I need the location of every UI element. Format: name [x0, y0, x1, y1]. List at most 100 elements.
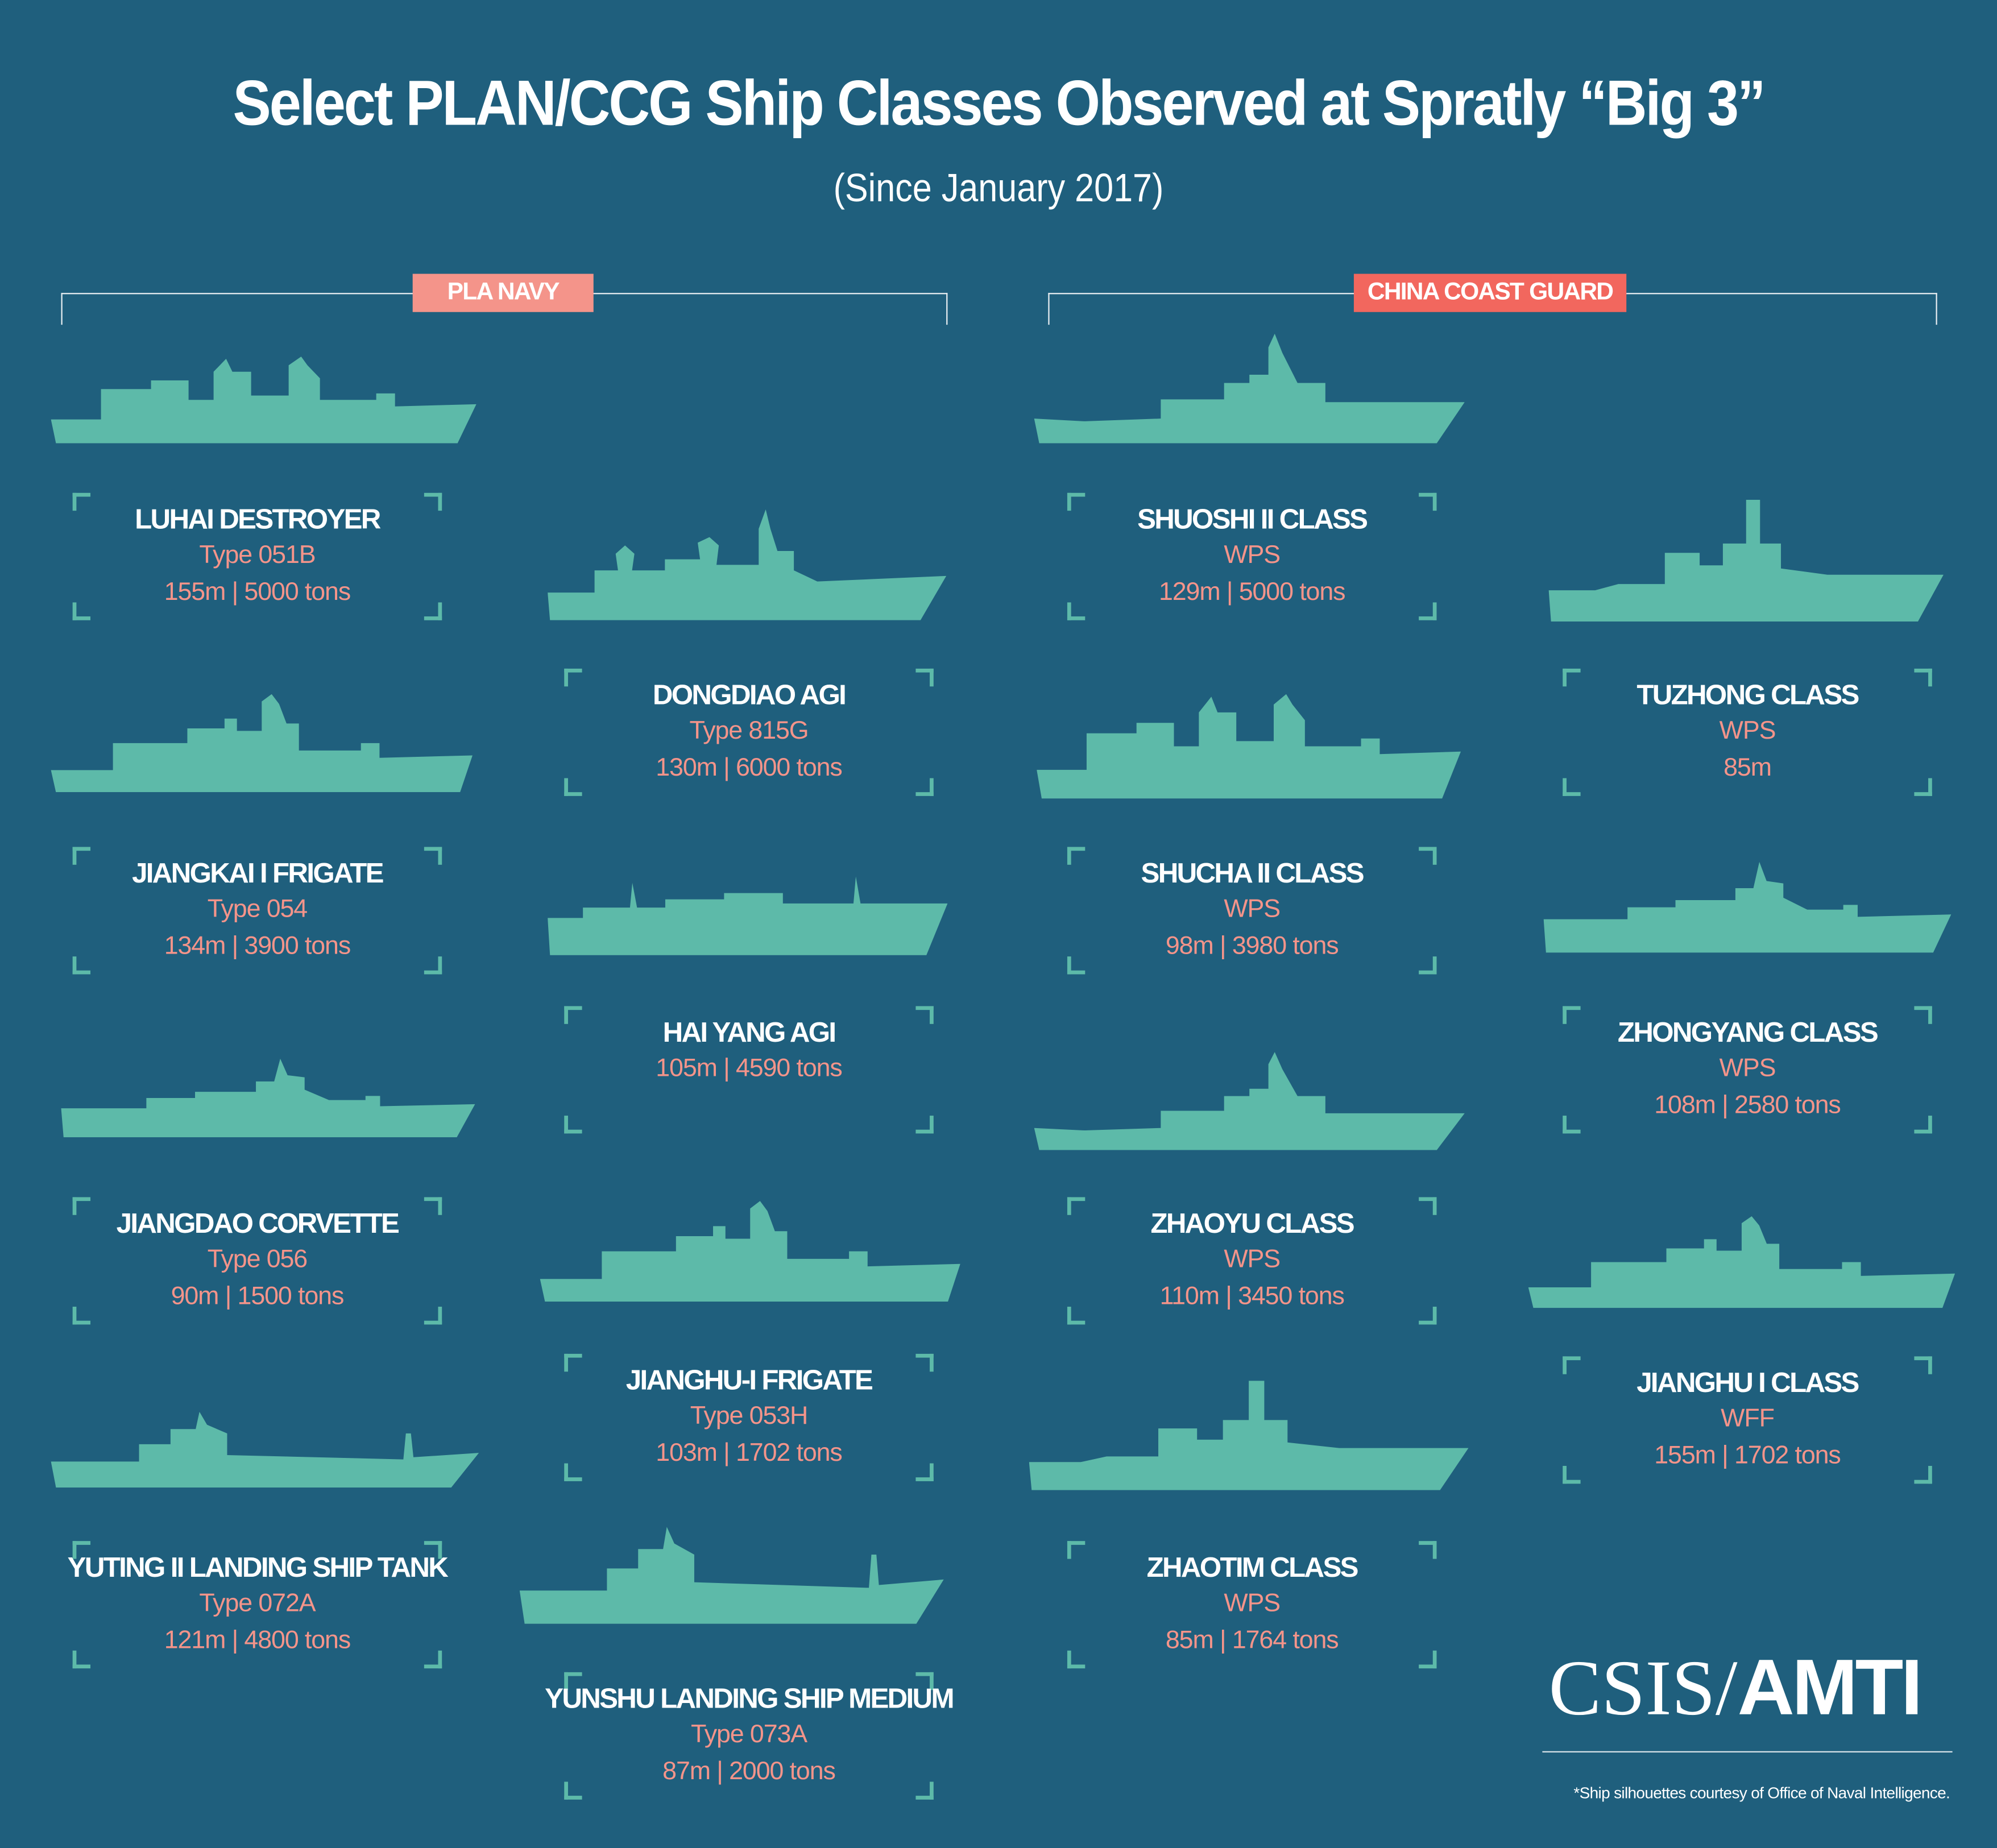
ship-type: WPS	[1719, 1054, 1776, 1083]
corner-bracket-icon	[564, 1353, 582, 1372]
ship-type: WPS	[1224, 1245, 1281, 1274]
ship-hull	[1034, 1052, 1465, 1150]
corner-bracket-icon	[424, 1650, 442, 1669]
corner-bracket-icon	[72, 847, 91, 865]
ship-hull	[548, 509, 947, 620]
corner-bracket-icon	[1067, 492, 1085, 511]
ship-stats: 134m | 3900 tons	[164, 932, 351, 960]
ship-hull	[1548, 500, 1944, 622]
tug-silhouette-icon	[1548, 497, 1944, 622]
corner-bracket-icon	[1563, 1006, 1581, 1024]
ship-type: WPS	[1224, 1589, 1281, 1618]
ship-card: TUZHONG CLASS WPS 85m	[1563, 668, 1932, 796]
corner-bracket-icon	[1419, 956, 1437, 975]
page-title: Select PLAN/CCG Ship Classes Observed at…	[233, 67, 1766, 139]
ship-stats: 98m | 3980 tons	[1165, 932, 1339, 960]
ship-hull	[61, 1058, 475, 1138]
ship-class-name: YUNSHU LANDING SHIP MEDIUM	[545, 1682, 954, 1714]
corner-bracket-icon	[915, 1672, 934, 1690]
corner-bracket-icon	[564, 1006, 582, 1024]
ship-hull	[1528, 1216, 1955, 1308]
patrol-ship-silhouette-icon	[1034, 333, 1465, 444]
corner-bracket-icon	[1419, 1307, 1437, 1325]
ship-class-name: JIANGHU-I FRIGATE	[625, 1364, 873, 1396]
corner-bracket-icon	[1563, 1116, 1581, 1134]
ship-hull	[540, 1201, 960, 1302]
corner-bracket-icon	[1419, 1541, 1437, 1559]
ship-hull	[51, 694, 473, 793]
ship-class-name: TUZHONG CLASS	[1636, 678, 1859, 711]
china-coast-guard-badge: CHINA COAST GUARD	[1353, 274, 1627, 312]
landing-ship-silhouette-icon	[51, 1401, 479, 1488]
ship-card: JIANGHU I CLASS WFF 155m | 1702 tons	[1563, 1356, 1932, 1484]
ship-stats: 87m | 2000 tons	[662, 1757, 836, 1786]
corner-bracket-icon	[1914, 668, 1932, 687]
pla-navy-badge: PLA NAVY	[412, 274, 594, 312]
corner-bracket-icon	[1419, 1650, 1437, 1669]
corner-bracket-icon	[72, 1541, 91, 1559]
ship-class-name: JIANGDAO CORVETTE	[116, 1207, 400, 1240]
ship-type: WPS	[1224, 541, 1281, 570]
ship-card: JIANGHU-I FRIGATE Type 053H 103m | 1702 to…	[564, 1353, 934, 1481]
ship-stats: 90m | 1500 tons	[171, 1282, 345, 1311]
frigate-silhouette-icon	[540, 1201, 960, 1302]
corner-bracket-icon	[564, 1463, 582, 1481]
ship-hull	[51, 1411, 479, 1488]
ship-card: HAI YANG AGI 105m | 4590 tons	[564, 1006, 934, 1134]
ship-card: SHUCHA II CLASS WPS 98m | 3980 tons	[1067, 847, 1437, 975]
corner-bracket-icon	[1067, 602, 1085, 620]
corner-bracket-icon	[1067, 1541, 1085, 1559]
ship-stats: 105m | 4590 tons	[656, 1054, 843, 1083]
ship-type: Type 056	[207, 1245, 308, 1274]
corner-bracket-icon	[1563, 1356, 1581, 1374]
corner-bracket-icon	[915, 778, 934, 796]
corner-bracket-icon	[72, 1307, 91, 1325]
ship-class-name: SHUCHA II CLASS	[1141, 857, 1365, 889]
corner-bracket-icon	[1419, 1197, 1437, 1215]
ship-stats: 155m | 1702 tons	[1654, 1441, 1841, 1470]
corvette-silhouette-icon	[61, 1055, 475, 1138]
patrol-ship-silhouette-icon	[1543, 857, 1952, 953]
corner-bracket-icon	[915, 668, 934, 687]
ship-class-name: SHUOSHI II CLASS	[1137, 503, 1368, 535]
ship-class-name: JIANGHU I CLASS	[1636, 1366, 1859, 1399]
corner-bracket-icon	[72, 956, 91, 975]
patrol-ship-silhouette-icon	[1037, 694, 1461, 799]
ship-stats: 103m | 1702 tons	[656, 1439, 843, 1468]
corner-bracket-icon	[1067, 1650, 1085, 1669]
ship-card: LUHAI DESTROYER Type 051B 155m | 5000 tons	[72, 492, 442, 620]
ship-class-name: DONGDIAO AGI	[652, 678, 847, 711]
corner-bracket-icon	[1914, 778, 1932, 796]
ship-card: JIANGKAI I FRIGATE Type 054 134m | 3900 to…	[72, 847, 442, 975]
patrol-ship-silhouette-icon	[1034, 1052, 1465, 1150]
corner-bracket-icon	[915, 1463, 934, 1481]
ship-type: Type 054	[207, 895, 308, 923]
frigate-silhouette-icon	[1528, 1216, 1955, 1308]
ship-hull	[548, 876, 948, 955]
ship-type: WPS	[1719, 717, 1776, 745]
ship-card: ZHAOTIM CLASS WPS 85m | 1764 tons	[1067, 1541, 1437, 1669]
ship-class-name: YUTING II LANDING SHIP TANK	[67, 1551, 449, 1584]
ship-class-name: ZHAOTIM CLASS	[1146, 1551, 1359, 1584]
corner-bracket-icon	[915, 1781, 934, 1800]
ship-hull	[519, 1527, 944, 1624]
divider	[1542, 1751, 1953, 1752]
ship-class-name: LUHAI DESTROYER	[135, 503, 381, 535]
ship-class-name: JIANGKAI I FRIGATE	[132, 857, 384, 889]
corner-bracket-icon	[72, 1197, 91, 1215]
ship-hull	[1543, 861, 1952, 953]
destroyer-silhouette-icon	[51, 357, 477, 444]
ship-type: Type 815G	[689, 717, 809, 745]
corner-bracket-icon	[1067, 956, 1085, 975]
corner-bracket-icon	[564, 778, 582, 796]
ship-card: ZHAOYU CLASS WPS 110m | 3450 tons	[1067, 1197, 1437, 1325]
corner-bracket-icon	[1067, 1307, 1085, 1325]
corner-bracket-icon	[424, 1307, 442, 1325]
corner-bracket-icon	[915, 1353, 934, 1372]
ship-hull	[51, 357, 477, 444]
corner-bracket-icon	[1419, 847, 1437, 865]
corner-bracket-icon	[1914, 1356, 1932, 1374]
corner-bracket-icon	[424, 1541, 442, 1559]
ship-type: WFF	[1721, 1404, 1775, 1433]
